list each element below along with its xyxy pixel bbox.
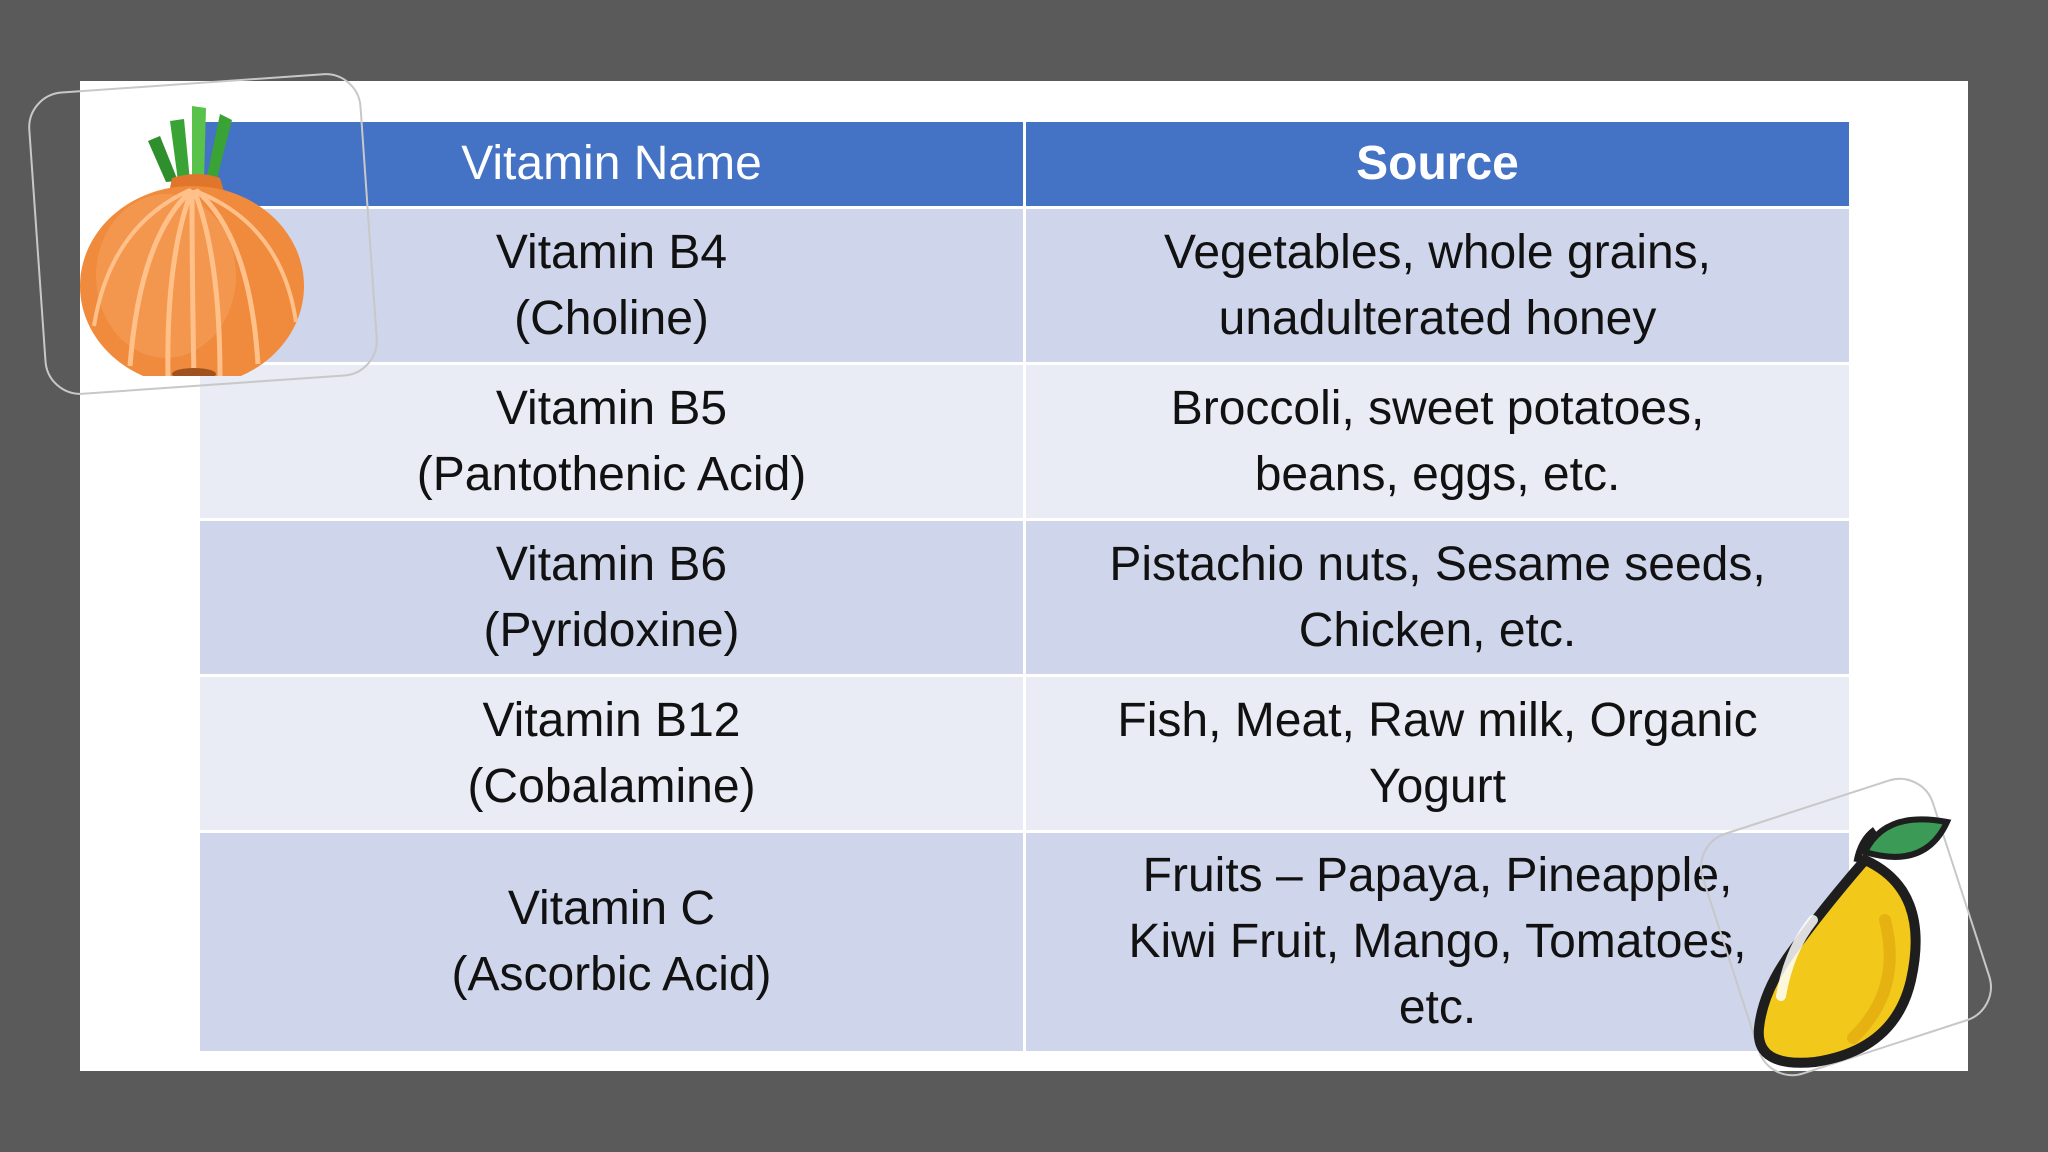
vitamin-name: Vitamin B12 xyxy=(482,693,741,747)
source-cell: Fruits – Papaya, Pineapple, Kiwi Fruit, … xyxy=(1026,833,1849,1051)
vitamin-chemical-name: (Ascorbic Acid) xyxy=(451,948,772,1001)
vitamin-chemical-name: (Choline) xyxy=(514,291,709,345)
source-line: Chicken, etc. xyxy=(1298,603,1577,657)
source-cell: Fish, Meat, Raw milk, Organic Yogurt xyxy=(1026,677,1849,830)
source-line: Pistachio nuts, Sesame seeds, xyxy=(1109,537,1766,591)
table-row: Vitamin B4 (Choline) Vegetables, whole g… xyxy=(200,209,1849,362)
vitamin-chemical-name: (Cobalamine) xyxy=(467,759,756,813)
table-row: Vitamin B12 (Cobalamine) Fish, Meat, Raw… xyxy=(200,677,1849,830)
vitamin-chemical-name: (Pyridoxine) xyxy=(483,603,740,657)
vitamin-name: Vitamin B4 xyxy=(495,225,728,279)
vitamin-name: Vitamin B5 xyxy=(495,381,728,435)
vitamin-name-cell: Vitamin B12 (Cobalamine) xyxy=(200,677,1023,830)
source-line: Broccoli, sweet potatoes, xyxy=(1170,381,1705,435)
vitamin-name: Vitamin C xyxy=(507,882,716,935)
table-row: Vitamin B6 (Pyridoxine) Pistachio nuts, … xyxy=(200,521,1849,674)
source-line: Vegetables, whole grains, xyxy=(1163,225,1712,279)
slide: Vitamin Name Source Vitamin B4 (Choline)… xyxy=(80,81,1968,1071)
source-line: unadulterated honey xyxy=(1218,291,1657,345)
source-line: Fish, Meat, Raw milk, Organic xyxy=(1117,693,1758,747)
header-vitamin-name: Vitamin Name xyxy=(200,122,1023,206)
vitamin-name-cell: Vitamin C (Ascorbic Acid) xyxy=(200,833,1023,1051)
header-source: Source xyxy=(1026,122,1849,206)
source-line: Yogurt xyxy=(1368,759,1506,813)
onion-icon xyxy=(80,106,304,376)
source-line: Fruits – Papaya, Pineapple, xyxy=(1142,849,1733,902)
table-row: Vitamin B5 (Pantothenic Acid) Broccoli, … xyxy=(200,365,1849,518)
vitamin-name-cell: Vitamin B5 (Pantothenic Acid) xyxy=(200,365,1023,518)
source-cell: Vegetables, whole grains, unadulterated … xyxy=(1026,209,1849,362)
source-line: Kiwi Fruit, Mango, Tomatoes, xyxy=(1128,915,1747,968)
table-row: Vitamin C (Ascorbic Acid) Fruits – Papay… xyxy=(200,833,1849,1051)
source-cell: Broccoli, sweet potatoes, beans, eggs, e… xyxy=(1026,365,1849,518)
source-cell: Pistachio nuts, Sesame seeds, Chicken, e… xyxy=(1026,521,1849,674)
vitamin-name-cell: Vitamin B4 (Choline) xyxy=(200,209,1023,362)
vitamin-chemical-name: (Pantothenic Acid) xyxy=(416,447,807,501)
vitamin-table: Vitamin Name Source Vitamin B4 (Choline)… xyxy=(197,119,1852,1054)
table-header-row: Vitamin Name Source xyxy=(200,122,1849,206)
source-line: beans, eggs, etc. xyxy=(1254,447,1621,501)
vitamin-name: Vitamin B6 xyxy=(495,537,728,591)
mango-icon xyxy=(1753,816,1952,1068)
vitamin-name-cell: Vitamin B6 (Pyridoxine) xyxy=(200,521,1023,674)
source-line: etc. xyxy=(1398,981,1477,1034)
